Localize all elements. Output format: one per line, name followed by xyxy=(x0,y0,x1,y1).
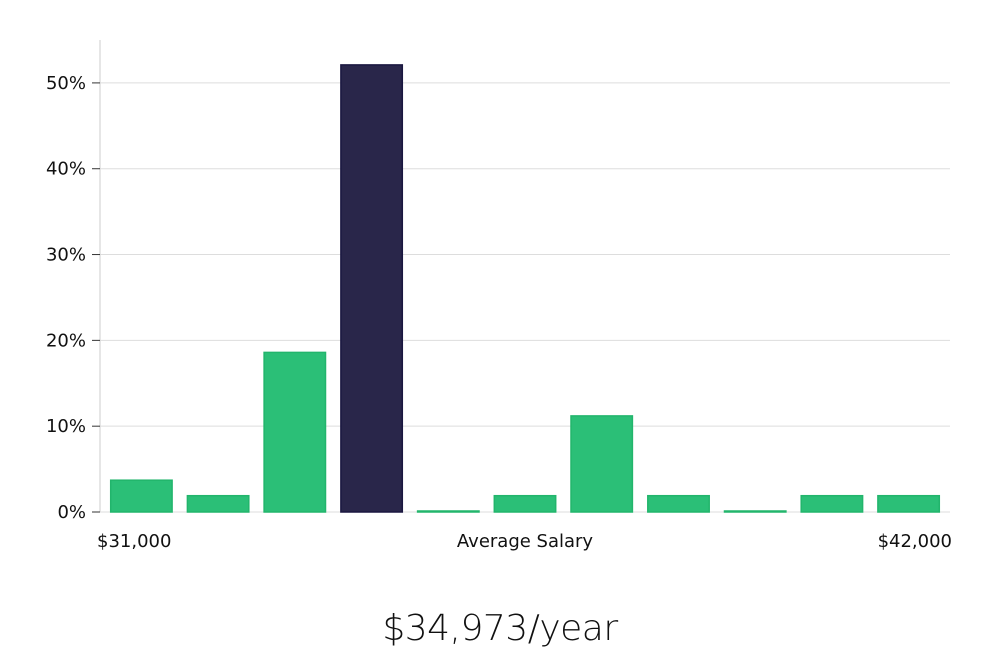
y-tick-label: 40% xyxy=(46,159,86,180)
y-tick-label: 0% xyxy=(57,502,86,523)
x-min-label: $31,000 xyxy=(97,531,171,552)
average-salary-value: $34,973/year xyxy=(382,608,618,649)
bar xyxy=(570,415,634,513)
y-tick-label: 10% xyxy=(46,416,86,437)
bar xyxy=(647,494,710,513)
bar xyxy=(416,510,480,513)
x-max-label: $42,000 xyxy=(878,531,952,552)
bars-layer xyxy=(109,64,941,513)
bar xyxy=(723,510,787,513)
bar xyxy=(877,494,941,513)
y-tick-label: 20% xyxy=(46,330,86,351)
grid-layer xyxy=(99,40,950,513)
bar xyxy=(109,479,173,513)
bar xyxy=(800,494,864,513)
x-axis-label: Average Salary xyxy=(457,531,594,552)
bar xyxy=(263,351,327,513)
bar-highlighted xyxy=(340,64,404,513)
y-ticks-layer: 0% 10% 20% 30% 40% 50% xyxy=(46,73,100,523)
bar xyxy=(186,494,250,513)
chart-canvas: 0% 10% 20% 30% 40% 50% $31,000 Average Salary… xyxy=(46,40,952,552)
y-tick-label: 50% xyxy=(46,73,86,94)
bar xyxy=(493,494,557,513)
y-tick-label: 30% xyxy=(46,245,86,266)
